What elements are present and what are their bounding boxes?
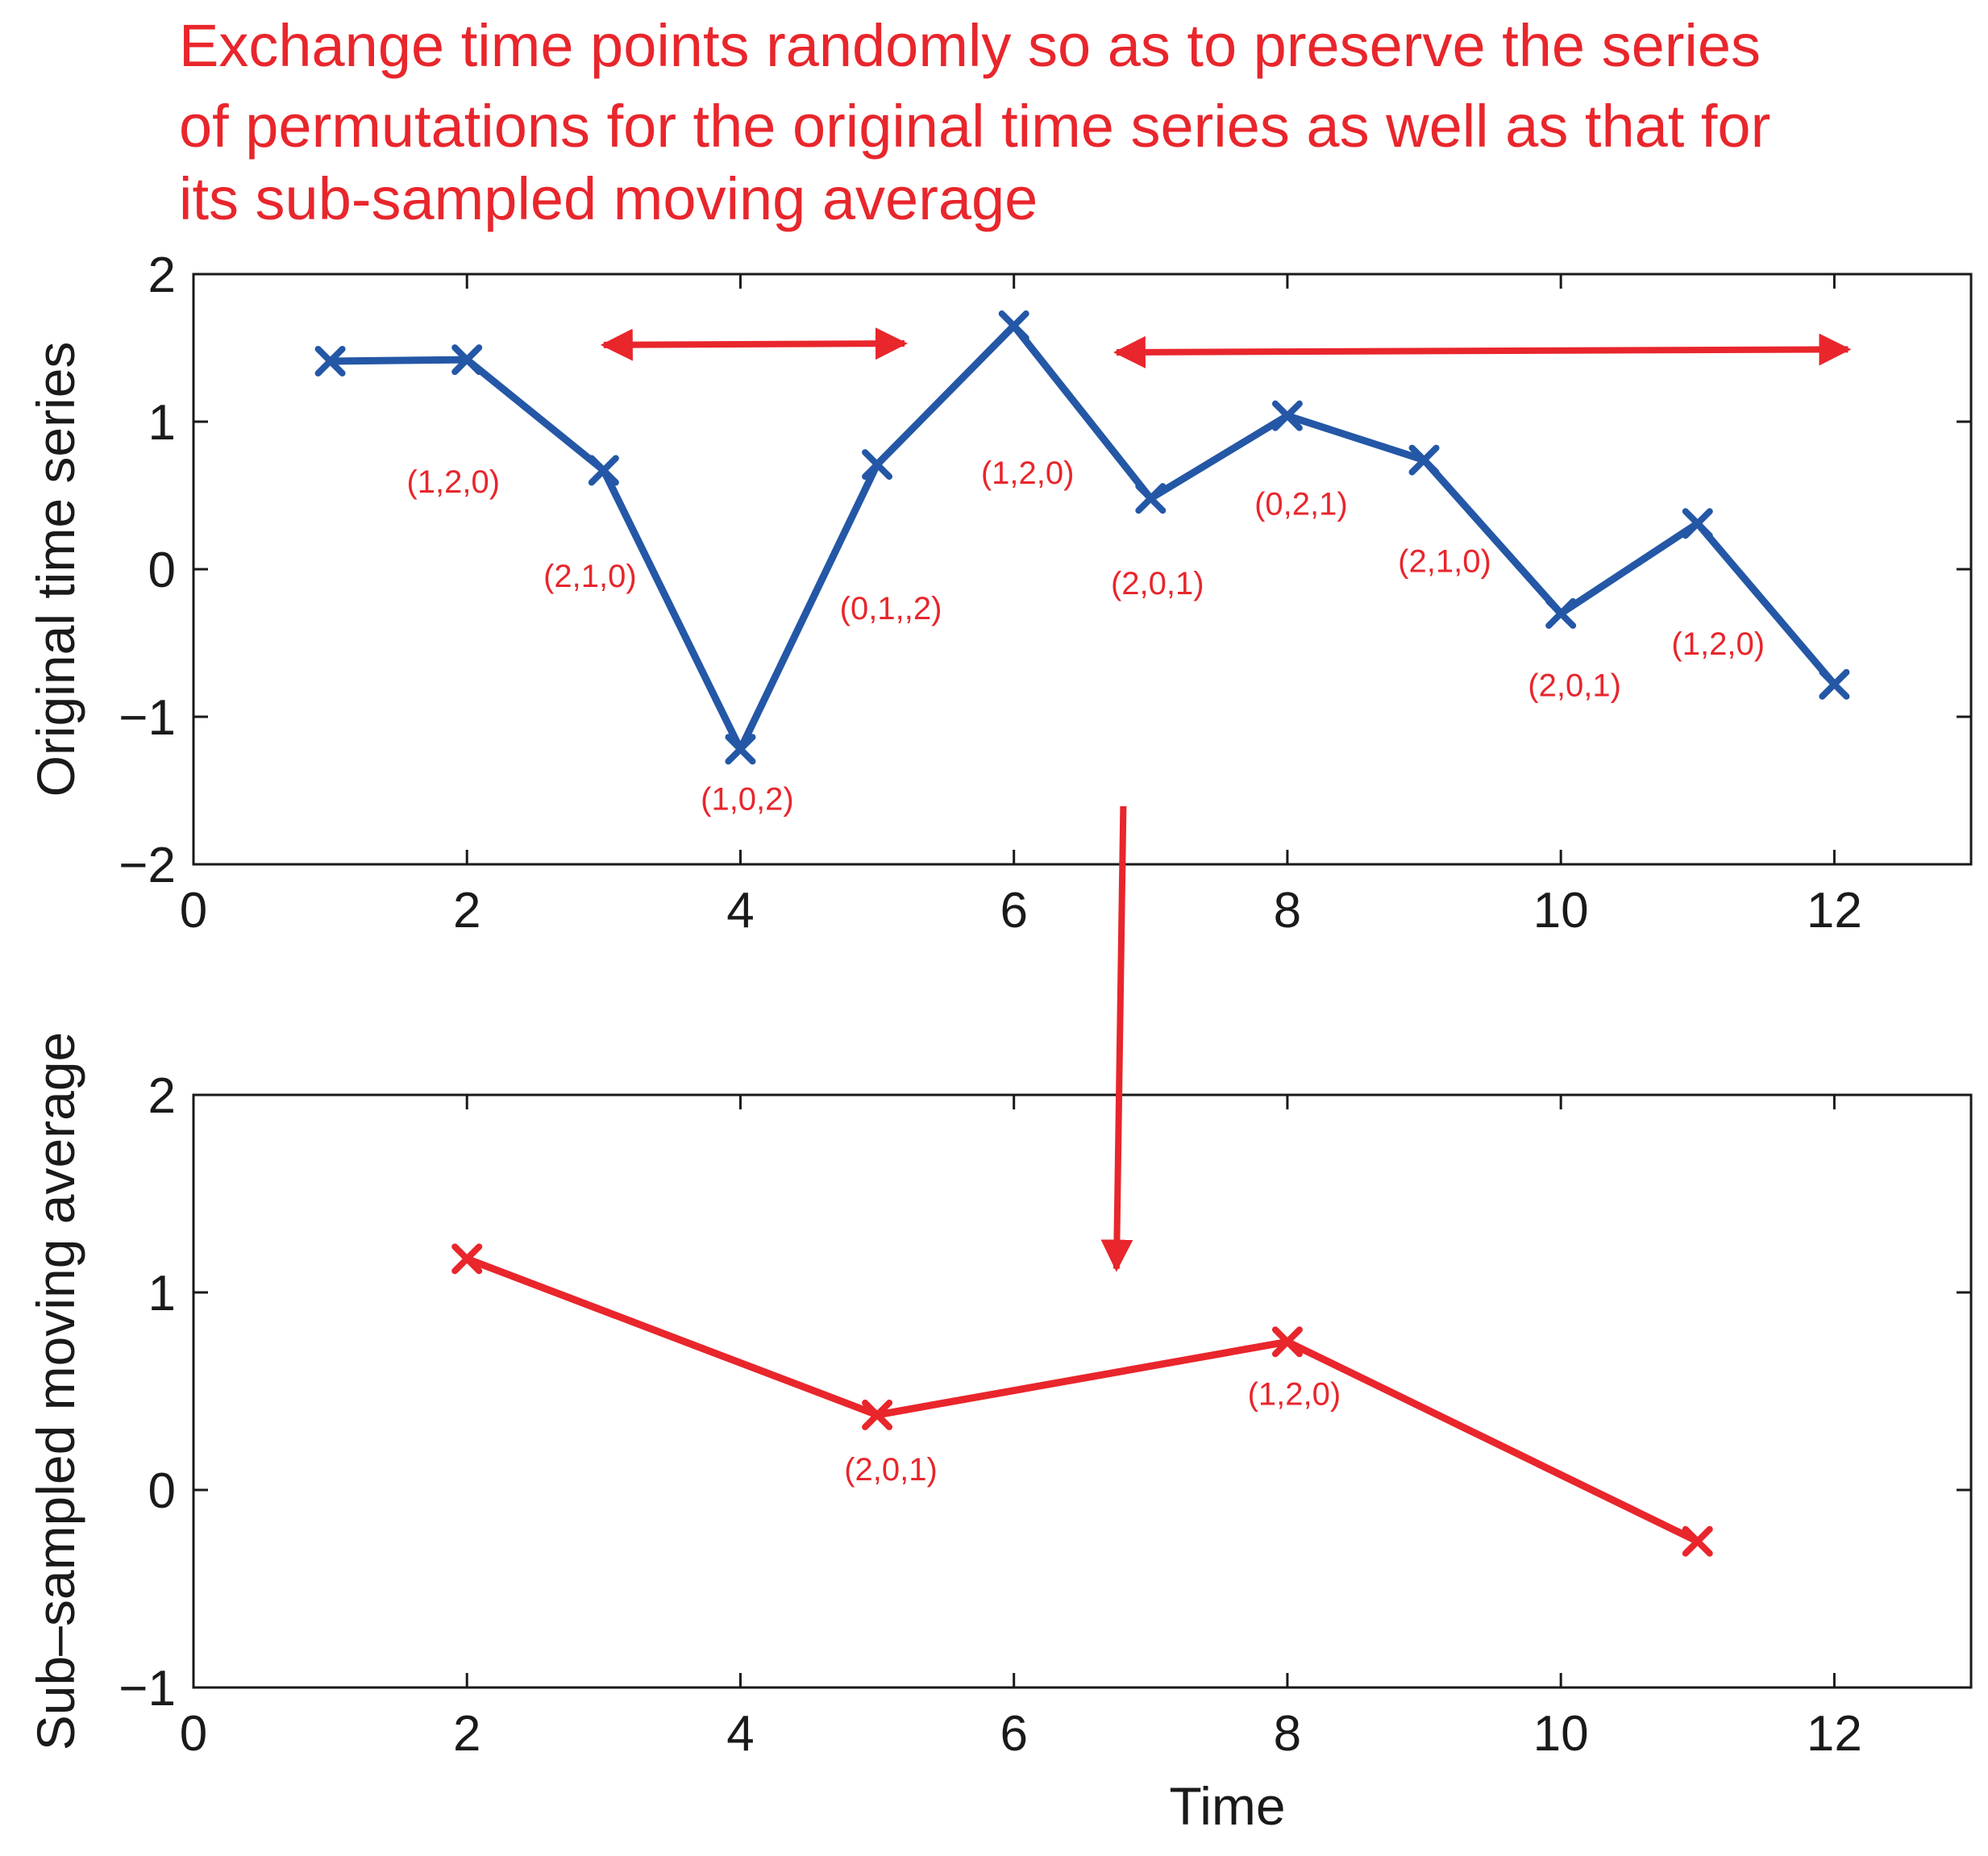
top-y-tick-label: 1	[148, 395, 176, 451]
top-permutation-label: (1,2,0)	[981, 456, 1075, 491]
bottom-y-tick-label: 0	[148, 1463, 176, 1519]
top-permutation-label: (0,1,,2)	[840, 591, 942, 626]
top-y-tick-label: −2	[119, 838, 176, 893]
top-data-point-marker	[1682, 508, 1713, 539]
bottom-x-tick-label: 4	[726, 1706, 754, 1762]
top-x-tick-label: 12	[1807, 883, 1862, 938]
bottom-x-tick-label: 10	[1533, 1706, 1589, 1762]
top-permutation-label: (1,2,0)	[406, 464, 500, 500]
top-permutation-label: (1,2,0)	[1671, 626, 1765, 662]
bottom-permutation-label: (2,0,1)	[844, 1452, 938, 1488]
bottom-x-tick-label: 12	[1807, 1706, 1862, 1762]
annotation-line-2: of permutations for the original time se…	[179, 93, 1770, 160]
exchange-arrow-1	[600, 327, 908, 361]
bottom-data-point-marker	[1682, 1525, 1713, 1557]
top-permutation-label: (2,1,0)	[1398, 544, 1491, 580]
top-data-point-marker	[588, 455, 619, 486]
top-x-tick-label: 2	[453, 883, 480, 938]
bottom-x-tick-label: 6	[1000, 1706, 1027, 1762]
bottom-y-tick-label: 2	[148, 1068, 176, 1124]
top-x-tick-label: 10	[1533, 883, 1589, 938]
top-data-point-marker	[314, 345, 346, 377]
top-permutation-label: (2,1,0)	[543, 559, 637, 594]
top-permutation-label: (2,0,1)	[1111, 566, 1204, 601]
top-data-point-marker	[725, 734, 756, 765]
top-data-point-marker	[1135, 483, 1167, 514]
top-data-point-marker	[862, 449, 893, 481]
bottom-y-tick-label: −1	[119, 1661, 176, 1717]
bottom-data-point-marker	[862, 1399, 893, 1430]
bottom-data-point-marker	[451, 1243, 483, 1275]
top-data-point-marker	[451, 344, 483, 376]
top-y-axis-label: Original time series	[26, 342, 85, 797]
top-x-tick-label: 6	[1000, 883, 1027, 938]
top-permutation-label: (1,0,2)	[701, 781, 794, 817]
top-y-tick-label: −1	[119, 690, 176, 746]
bottom-y-tick-label: 1	[148, 1266, 176, 1321]
exchange-arrow-2	[1113, 333, 1852, 368]
top-data-point-marker	[1271, 400, 1303, 431]
top-permutation-label: (0,2,1)	[1254, 486, 1348, 522]
annotation-line-3: its sub-sampled moving average	[179, 165, 1038, 232]
bottom-x-axis-label: Time	[1169, 1776, 1285, 1836]
top-data-point-marker	[1408, 444, 1440, 476]
top-y-tick-label: 0	[148, 543, 176, 598]
bottom-x-tick-label: 0	[180, 1706, 207, 1762]
bottom-x-tick-label: 2	[453, 1706, 480, 1762]
top-x-tick-label: 8	[1274, 883, 1301, 938]
top-data-point-marker	[1545, 597, 1577, 629]
top-permutation-label: (2,0,1)	[1528, 668, 1621, 703]
subsample-arrow	[1100, 805, 1133, 1272]
bottom-series-line	[463, 1255, 1702, 1546]
top-data-point-marker	[998, 310, 1029, 342]
top-x-tick-label: 4	[726, 883, 754, 938]
annotation-line-1: Exchange time points randomly so as to p…	[179, 12, 1761, 79]
top-series-line	[326, 322, 1838, 753]
arrow-overlay	[600, 327, 1852, 1272]
bottom-data-point-marker	[1271, 1326, 1303, 1358]
bottom-y-axis-label: Sub–sampled moving average	[26, 1032, 85, 1751]
top-x-tick-label: 0	[180, 883, 207, 938]
top-y-tick-label: 2	[148, 248, 176, 303]
top-data-point-marker	[1819, 668, 1850, 700]
bottom-axes-frame	[192, 1093, 1973, 1689]
bottom-permutation-label: (1,2,0)	[1248, 1377, 1341, 1413]
bottom-x-tick-label: 8	[1274, 1706, 1301, 1762]
